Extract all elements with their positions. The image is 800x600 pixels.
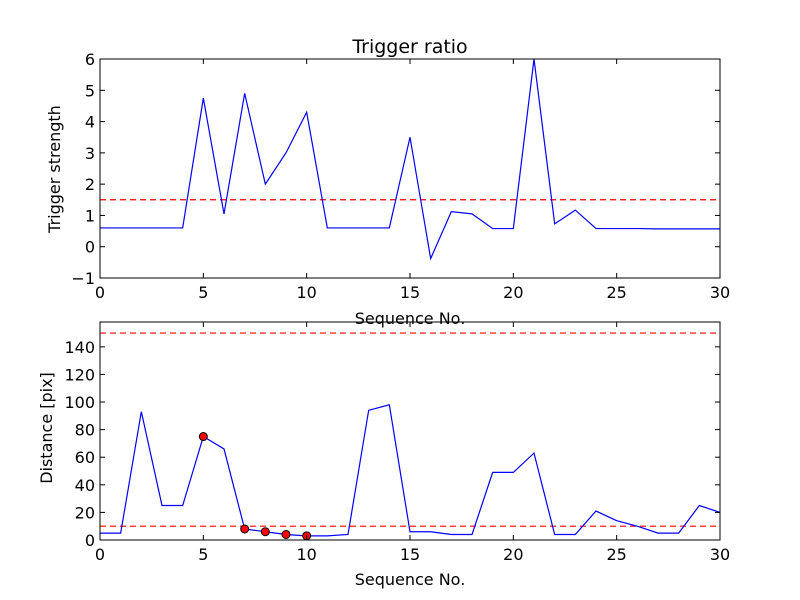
x-tick-label: 5 — [198, 283, 208, 302]
plot-area — [100, 59, 720, 261]
x-tick-label: 25 — [606, 283, 626, 302]
y-tick-label: 80 — [75, 421, 95, 440]
x-tick-label: 10 — [296, 283, 316, 302]
y-tick-label: 0 — [85, 531, 95, 550]
y-tick-label: 120 — [64, 365, 95, 384]
y-axis-label: Distance [pix] — [37, 372, 56, 484]
data-point-marker — [240, 524, 250, 534]
data-point-marker — [260, 527, 270, 537]
y-tick-label: 40 — [75, 476, 95, 495]
y-tick-label: −1 — [71, 269, 95, 288]
y-tick-label: 20 — [75, 503, 95, 522]
x-tick-label: 10 — [296, 545, 316, 564]
y-tick-label: 5 — [85, 81, 95, 100]
x-tick-label: 5 — [198, 545, 208, 564]
x-tick-label: 20 — [503, 283, 523, 302]
y-tick-label: 3 — [85, 144, 95, 163]
x-tick-label: 30 — [710, 283, 730, 302]
distance-chart: Sequence No. Distance [pix] 0 5 10 15 20 25 30… — [37, 321, 730, 589]
x-axis-label: Sequence No. — [355, 309, 466, 328]
x-tick-label: 0 — [95, 283, 105, 302]
x-tick-label: 15 — [400, 545, 420, 564]
chart-title: Trigger ratio — [351, 36, 467, 58]
y-tick-label: 0 — [85, 238, 95, 257]
x-tick-label: 30 — [710, 545, 730, 564]
y-tick-label: 60 — [75, 448, 95, 467]
y-tick-label: 1 — [85, 206, 95, 225]
y-axis-label: Trigger strength — [45, 105, 64, 234]
x-tick-label: 25 — [606, 545, 626, 564]
x-tick-label: 15 — [400, 283, 420, 302]
y-tick-label: 6 — [85, 50, 95, 69]
y-tick-label: 100 — [64, 393, 95, 412]
x-tick-label: 20 — [503, 545, 523, 564]
y-tick-label: 4 — [85, 113, 95, 132]
y-tick-label: 2 — [85, 175, 95, 194]
x-axis-label: Sequence No. — [355, 570, 466, 589]
y-tick-label: 140 — [64, 338, 95, 357]
data-point-marker — [198, 432, 208, 442]
x-tick-label: 0 — [95, 545, 105, 564]
trigger-ratio-chart: Trigger ratio Sequence No. Trigger stren… — [45, 36, 730, 328]
data-point-marker — [281, 529, 291, 539]
series-line — [100, 59, 720, 261]
